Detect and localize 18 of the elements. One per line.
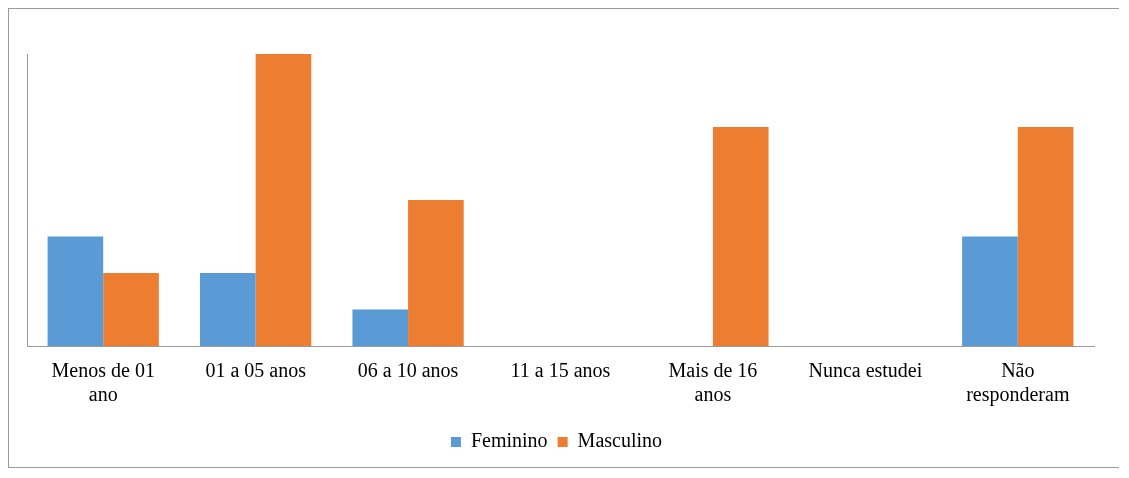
bar <box>255 54 312 346</box>
bar <box>200 273 256 346</box>
x-tick-label: Mais de 16 anos <box>668 359 758 406</box>
bar <box>1017 127 1074 346</box>
bar <box>408 200 464 346</box>
bar <box>712 127 769 346</box>
x-tick-label: Não responderam <box>966 359 1070 407</box>
x-tick-label: Nunca estudei <box>808 359 923 382</box>
bar <box>47 236 104 346</box>
bar <box>103 273 159 346</box>
x-tick-label: 06 a 10 anos <box>357 359 459 382</box>
x-tick-label: 11 a 15 anos <box>510 359 611 382</box>
legend-label: Masculino <box>577 429 663 452</box>
bar <box>352 309 409 346</box>
x-tick-label: Menos de 01 ano <box>51 359 155 406</box>
legend-label: Feminino <box>470 429 548 452</box>
x-tick-label: 01 a 05 anos <box>205 359 307 382</box>
bar <box>962 236 1018 346</box>
